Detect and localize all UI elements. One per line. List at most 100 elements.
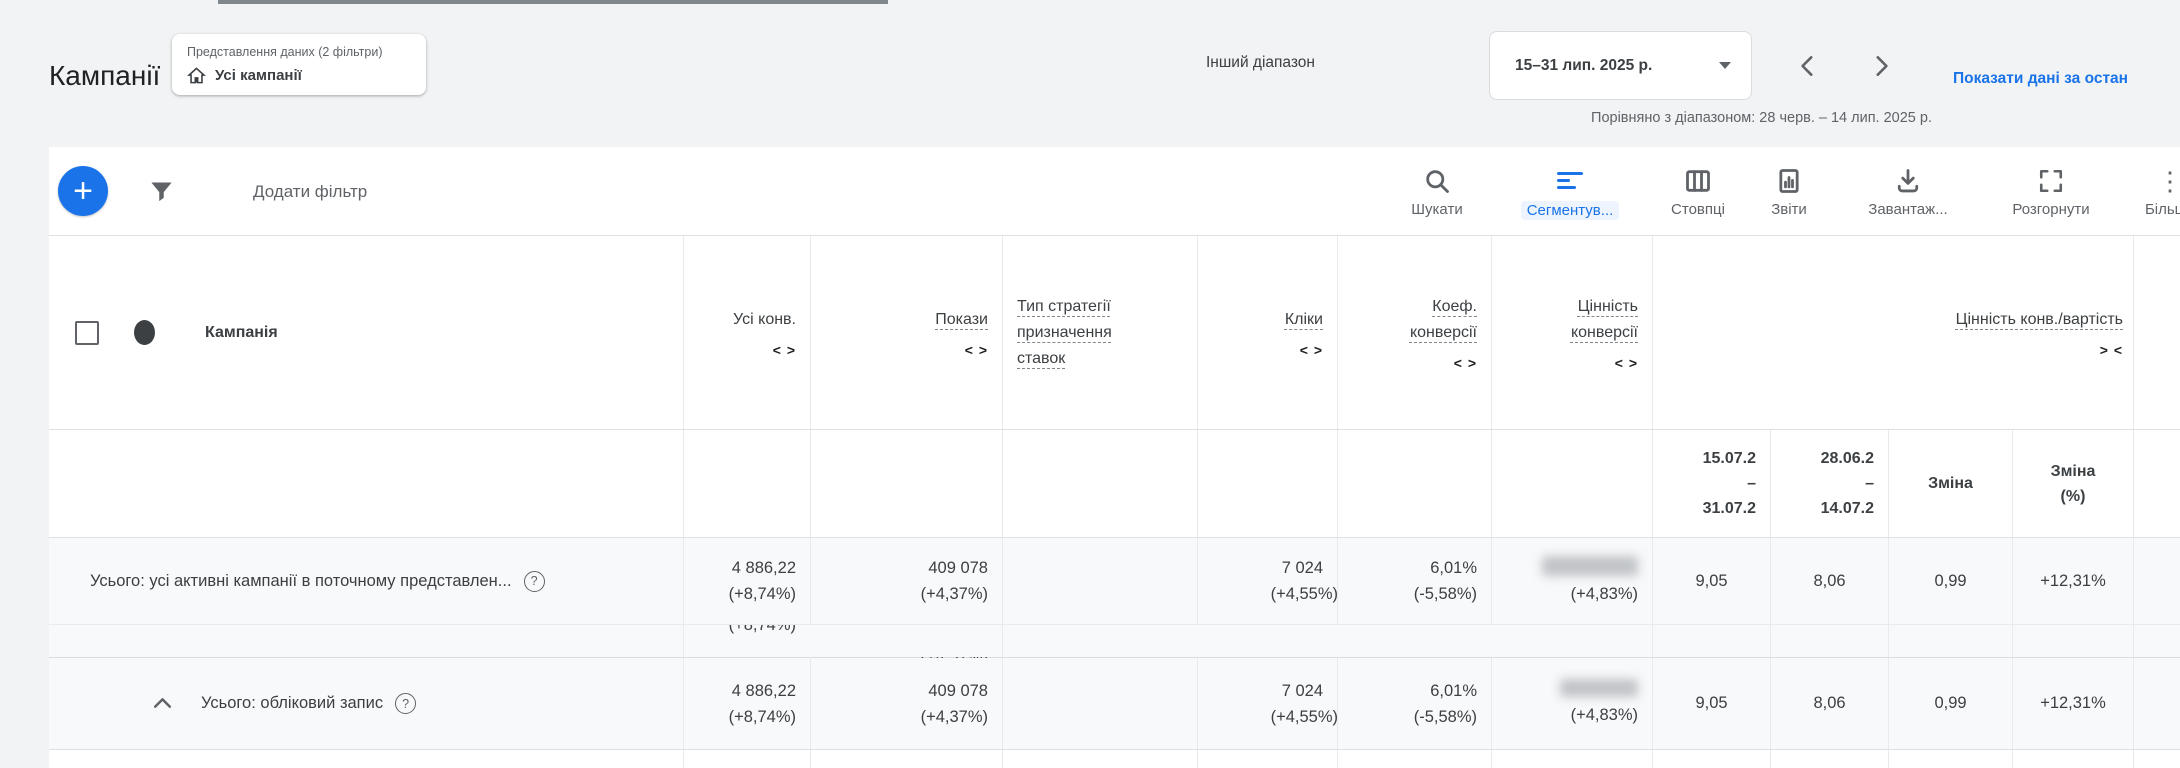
value: 6,01%	[1430, 559, 1477, 577]
more-button[interactable]: ⋮ Більше	[2110, 164, 2180, 218]
conv-rate-cell: 6,01% (-5,58%)	[1337, 538, 1491, 624]
compare-expand-icon[interactable]: < >	[1299, 342, 1323, 358]
expand-label: Розгорнути	[2012, 201, 2090, 218]
range1-end: 31.07.2	[1702, 500, 1756, 517]
column-header-conv-value-cost[interactable]: Цінність конв./вартість > <	[1652, 236, 2133, 429]
clipped-column-cell	[2133, 430, 2180, 537]
page-title: Кампанії	[49, 60, 161, 91]
reports-label: Звіти	[1771, 201, 1807, 218]
all-conv-cell: 4 886,22 (+8,74%)	[683, 658, 810, 749]
all-conv-cell: 4 886,22 (+8,74%)	[683, 538, 810, 624]
column-header-conv-value[interactable]: Цінність конверсії < >	[1491, 236, 1652, 429]
expand-button[interactable]: Розгорнути	[1991, 164, 2111, 218]
compare-collapse-icon[interactable]: > <	[2099, 342, 2123, 358]
compare-expand-icon[interactable]: < >	[1614, 355, 1638, 371]
date-range-value: 15–31 лип. 2025 р.	[1515, 56, 1653, 74]
more-label: Більше	[2144, 201, 2180, 218]
value: 409 078	[928, 559, 988, 577]
more-icon: ⋮	[2157, 166, 2180, 196]
compare-expand-icon[interactable]: < >	[772, 342, 796, 358]
value: 9,05	[1695, 694, 1728, 712]
reports-button[interactable]: Звіти	[1729, 164, 1849, 218]
value: 9,05	[1695, 571, 1728, 590]
table-header-row: Кампанія Усі конв. < > Покази < > Тип ст…	[49, 236, 2180, 430]
change-cell: 0,99	[1888, 658, 2012, 749]
columns-label: Стовпці	[1671, 201, 1725, 218]
campaign-header-cell: Кампанія	[49, 236, 683, 429]
value: 4 886,22	[731, 559, 796, 577]
next-range-button[interactable]	[1866, 51, 1896, 81]
value-delta: (+4,37%)	[920, 585, 988, 603]
ratio-previous-cell: 8,06	[1770, 658, 1888, 749]
empty-cell	[810, 750, 1002, 768]
ratio-current-cell: 9,05	[1652, 538, 1770, 624]
columns-button[interactable]: Стовпці	[1638, 164, 1758, 218]
value: 0,99	[1934, 694, 1967, 712]
value: 0,99	[1934, 571, 1967, 590]
download-button[interactable]: Завантаж...	[1848, 164, 1968, 218]
add-button[interactable]: +	[58, 166, 108, 216]
segment-button[interactable]: Сегментув...	[1510, 164, 1630, 220]
home-icon	[187, 67, 206, 84]
clipped-cell	[1652, 625, 1770, 657]
clipped-row: (+8,74%) (+4,37%) (+4,55%) (-5,58%) (+4,…	[49, 625, 2180, 768]
column-header-impressions[interactable]: Покази < >	[810, 236, 1002, 429]
reports-icon	[1779, 169, 1799, 193]
subheader-empty-cell	[683, 430, 810, 537]
empty-cell	[1888, 750, 2012, 768]
impressions-cell: 409 078 (+4,37%)	[810, 658, 1002, 749]
top-divider	[218, 0, 888, 4]
filter-icon[interactable]	[148, 178, 175, 205]
empty-cell	[1337, 750, 1491, 768]
table-row: Усього: усі активні кампанії в поточному…	[49, 538, 2180, 625]
conv-rate-line: Коеф.	[1432, 298, 1477, 315]
show-data-link[interactable]: Показати дані за остан	[1953, 70, 2129, 87]
change-label: Зміна	[1928, 475, 1973, 492]
column-header-conv-rate[interactable]: Коеф. конверсії < >	[1337, 236, 1491, 429]
range1-dash: –	[1747, 475, 1756, 492]
clipped-column-cell	[2133, 658, 2180, 749]
value: 4 886,22	[731, 681, 796, 700]
row-label: Усього: обліковий запис	[201, 694, 384, 712]
bid-strategy-line: ставок	[1017, 349, 1066, 367]
previous-range-button[interactable]	[1793, 51, 1823, 81]
column-header-clicks[interactable]: Кліки < >	[1197, 236, 1337, 429]
column-header-all-conv[interactable]: Усі конв. < >	[683, 236, 810, 429]
date-range-select[interactable]: 15–31 лип. 2025 р.	[1489, 31, 1752, 100]
column-header-campaign[interactable]: Кампанія	[205, 323, 278, 341]
change-pct-label: Зміна	[2050, 462, 2096, 480]
add-filter-button[interactable]: Додати фільтр	[253, 181, 368, 201]
help-icon[interactable]: ?	[395, 693, 417, 714]
compare-expand-icon[interactable]: < >	[1453, 355, 1477, 371]
segment-label: Сегментув...	[1520, 201, 1620, 220]
column-header-bid-strategy[interactable]: Тип стратегії призначення ставок	[1002, 236, 1197, 429]
clipped-column-cell	[2133, 236, 2180, 429]
subheader-empty-cell	[1491, 430, 1652, 537]
value-delta: (+4,83%)	[1570, 706, 1638, 724]
data-view-chip[interactable]: Представлення даних (2 фільтри) Усі камп…	[172, 34, 426, 95]
select-all-checkbox[interactable]	[75, 320, 99, 345]
conv-value-cell: (+4,83%)	[1491, 538, 1652, 624]
subheader-empty-cell	[1337, 430, 1491, 537]
range1-start: 15.07.2	[1702, 450, 1756, 467]
search-label: Шукати	[1411, 201, 1463, 218]
help-icon[interactable]: ?	[523, 570, 545, 592]
change-pct-cell: +12,31%	[2012, 658, 2133, 749]
ratio-current-cell: 9,05	[1652, 658, 1770, 749]
bid-strategy-line: Тип стратегії	[1017, 297, 1111, 315]
collapse-row-button[interactable]	[150, 691, 175, 716]
compare-expand-icon[interactable]: < >	[964, 342, 988, 358]
subheader-empty-cell	[1002, 430, 1197, 537]
range2-start: 28.06.2	[1820, 450, 1874, 467]
value-delta: (+4,55%)	[1270, 707, 1337, 726]
conv-value-line: Цінність	[1577, 298, 1638, 315]
download-icon	[1897, 169, 1919, 193]
table-row: Усього: обліковий запис ? 4 886,22 (+8,7…	[49, 658, 2180, 750]
search-button[interactable]: Шукати	[1377, 164, 1497, 218]
empty-cell	[1197, 750, 1337, 768]
range2-end: 14.07.2	[1820, 500, 1874, 517]
subheader-previous-range: 28.06.2 – 14.07.2	[1770, 430, 1888, 537]
expand-icon	[2039, 169, 2063, 193]
value: 8,06	[1813, 571, 1846, 590]
